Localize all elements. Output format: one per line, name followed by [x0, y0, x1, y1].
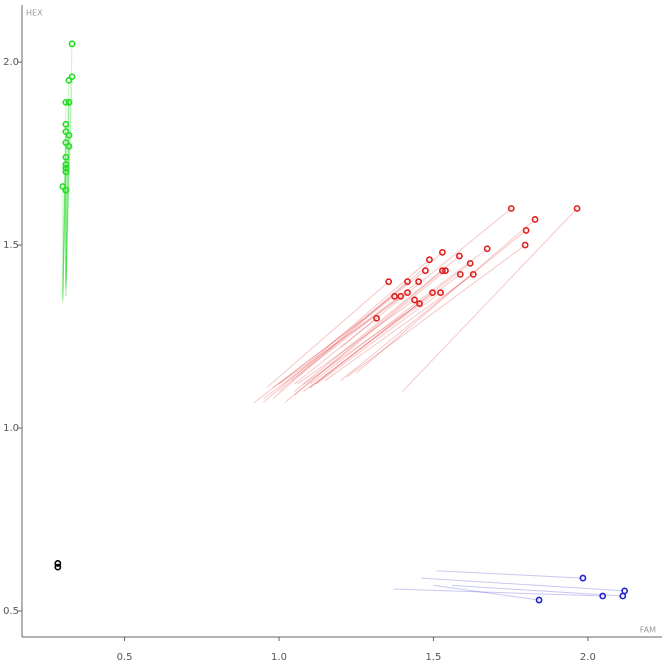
point [385, 278, 393, 286]
point [438, 267, 446, 275]
point [62, 120, 70, 128]
trail [340, 208, 512, 348]
trail [436, 570, 583, 579]
trail [451, 584, 623, 597]
trail [278, 281, 408, 392]
point [415, 278, 423, 286]
point [429, 289, 436, 297]
trail [284, 270, 443, 403]
point [411, 296, 418, 304]
point [62, 168, 70, 176]
point [54, 563, 62, 571]
point [62, 153, 70, 161]
point [437, 289, 444, 297]
point [599, 592, 607, 600]
point [438, 248, 446, 256]
trail [340, 230, 527, 381]
trail [272, 252, 443, 400]
point [619, 592, 627, 600]
trail [266, 281, 389, 389]
point [469, 270, 477, 278]
trail [325, 273, 474, 381]
point [397, 292, 405, 300]
trail [272, 295, 395, 389]
point [373, 314, 380, 322]
y-tick-label: 0.5 [3, 606, 19, 617]
point [535, 596, 543, 604]
point [579, 574, 587, 582]
point [62, 161, 70, 168]
trail [65, 135, 70, 297]
x-tick-label: 1.0 [271, 652, 287, 663]
point [466, 259, 474, 267]
trail [278, 292, 408, 385]
trail [62, 157, 67, 300]
point [62, 186, 70, 194]
point [421, 267, 429, 275]
trail [263, 259, 430, 403]
trail [402, 208, 578, 392]
point [404, 289, 411, 297]
trail [294, 255, 460, 392]
point [483, 245, 491, 253]
trail [346, 244, 526, 378]
point [54, 560, 62, 567]
trail [303, 303, 420, 385]
trail [65, 43, 73, 297]
point [391, 292, 398, 300]
point [65, 131, 73, 139]
x-tick-label: 2.0 [580, 652, 596, 663]
point [62, 164, 70, 172]
point [456, 270, 464, 278]
point [426, 256, 433, 264]
x-tick-label: 1.5 [425, 652, 441, 663]
point [65, 76, 73, 84]
trail [65, 76, 73, 289]
trail [393, 588, 603, 597]
y-tick-label: 1.5 [3, 240, 19, 251]
point [404, 278, 411, 286]
trail [315, 292, 441, 385]
point [531, 216, 539, 223]
trail [62, 102, 67, 300]
point [521, 241, 529, 249]
point [573, 205, 581, 212]
trail [263, 281, 419, 400]
y-tick-label: 2.0 [3, 57, 19, 68]
trail [294, 317, 377, 385]
point [442, 267, 449, 275]
point [455, 252, 463, 260]
trail [309, 262, 471, 389]
y-tick-label: 1.0 [3, 423, 19, 434]
x-axis-label: FAM [640, 626, 656, 635]
trail [421, 577, 625, 592]
point [65, 98, 73, 106]
trail [253, 270, 426, 403]
point [62, 98, 70, 106]
trail [62, 168, 67, 293]
trail [355, 219, 536, 374]
trail [294, 270, 446, 396]
point [507, 205, 515, 212]
trail [433, 584, 540, 601]
point [522, 227, 530, 234]
point [65, 142, 73, 150]
point [68, 40, 76, 48]
point [416, 300, 423, 308]
trail [291, 295, 401, 381]
trail [62, 124, 67, 293]
trail [309, 248, 488, 385]
trail [297, 299, 415, 385]
x-tick-label: 0.5 [117, 652, 133, 663]
y-axis-label: HEX [26, 9, 43, 18]
trail [309, 292, 433, 389]
